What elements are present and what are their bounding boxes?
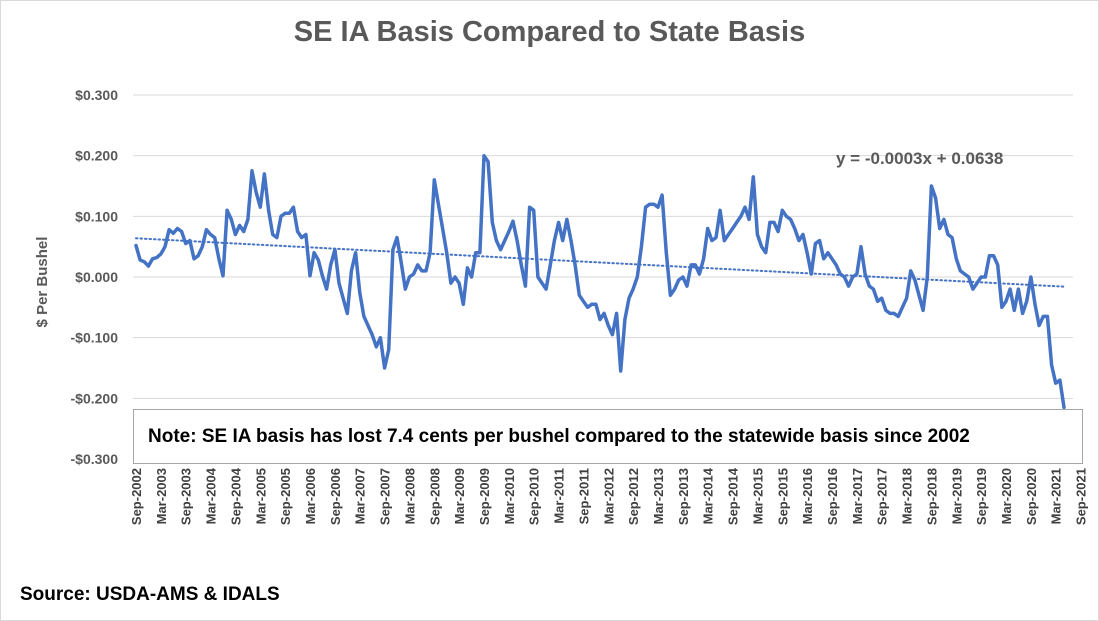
chart-title: SE IA Basis Compared to State Basis: [293, 16, 806, 48]
x-tick-label: Mar-2021: [1049, 468, 1064, 524]
y-tick-label: -$0.300: [71, 451, 119, 467]
x-tick-label: Sep-2005: [278, 468, 293, 525]
basis-series-line: [134, 153, 1066, 410]
x-tick-label: Sep-2021: [1074, 468, 1089, 525]
series-lines: [134, 153, 1066, 410]
x-tick-label: Sep-2019: [974, 468, 989, 525]
x-tick-label: Mar-2018: [900, 468, 915, 524]
x-tick-label: Sep-2014: [726, 467, 741, 525]
x-tick-label: Sep-2011: [576, 468, 591, 524]
source-text: Source: USDA-AMS & IDALS: [20, 584, 280, 605]
x-tick-label: Mar-2014: [701, 467, 716, 524]
x-tick-label: Mar-2008: [402, 468, 417, 524]
x-tick-label: Sep-2013: [676, 468, 691, 525]
y-tick-label: -$0.100: [71, 330, 119, 346]
x-tick-label: Sep-2012: [626, 468, 641, 525]
x-tick-label: Sep-2006: [328, 468, 343, 525]
y-tick-label: $0.300: [75, 87, 118, 103]
x-tick-label: Mar-2004: [204, 467, 219, 524]
x-tick-label: Sep-2018: [924, 468, 939, 525]
x-tick-label: Sep-2010: [527, 468, 542, 525]
trendline-equation: y = -0.0003x + 0.0638: [836, 149, 1004, 168]
y-axis-label: $ Per Bushel: [34, 237, 51, 328]
x-tick-label: Sep-2015: [775, 468, 790, 525]
x-tick-label: Mar-2010: [502, 468, 517, 524]
x-tick-label: Mar-2017: [850, 468, 865, 524]
x-tick-label: Mar-2007: [353, 468, 368, 524]
x-tick-labels: Sep-2002 Mar-2003 Sep-2003 Mar-2004 Sep-2004…: [129, 467, 1099, 525]
x-tick-label: Sep-2002: [129, 468, 144, 525]
x-tick-label: Sep-2007: [378, 468, 393, 525]
y-tick-label: $0.200: [75, 148, 118, 164]
x-tick-label: Sep-2016: [825, 468, 840, 525]
x-tick-label: Mar-2015: [750, 468, 765, 524]
x-tick-label: Sep-2004: [228, 467, 243, 525]
y-tick-label: $0.000: [75, 269, 118, 285]
x-tick-label: Mar-2005: [253, 468, 268, 524]
x-tick-label: Mar-2009: [452, 468, 467, 524]
y-tick-label: $0.100: [75, 208, 118, 224]
x-tick-label: Sep-2017: [875, 468, 890, 525]
x-tick-label: Mar-2011: [552, 468, 567, 524]
note-text: Note: SE IA basis has lost 7.4 cents per…: [148, 426, 970, 447]
x-tick-label: Mar-2019: [949, 468, 964, 524]
x-tick-label: Mar-2020: [999, 468, 1014, 524]
x-tick-label: Mar-2013: [651, 468, 666, 524]
x-tick-label: Mar-2006: [303, 468, 318, 524]
x-tick-label: Mar-2003: [154, 468, 169, 524]
x-tick-label: Sep-2009: [477, 468, 492, 525]
x-tick-label: Sep-2003: [179, 468, 194, 525]
x-tick-label: Sep-2008: [427, 468, 442, 525]
trendline: [135, 237, 1065, 288]
x-tick-label: Sep-2020: [1024, 468, 1039, 525]
x-tick-label: Mar-2012: [601, 468, 616, 524]
y-tick-labels: $0.300 $0.200 $0.100 $0.000 -$0.100 -$0.200 -$…: [71, 87, 119, 467]
y-tick-label: -$0.200: [71, 390, 119, 406]
note-box: Note: SE IA basis has lost 7.4 cents per…: [133, 409, 1083, 464]
x-tick-label: Mar-2016: [800, 468, 815, 524]
